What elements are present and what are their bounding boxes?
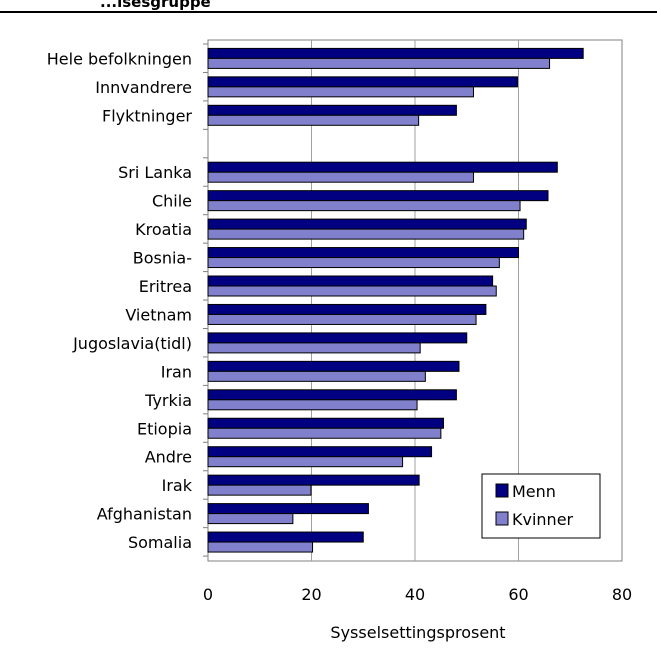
category-label: Chile [152,192,192,211]
category-label: Eritrea [139,277,192,296]
category-label: Etiopia [137,419,192,438]
bar-afghanistan-kvinner [207,513,294,525]
bar-kroatia-menn [207,218,527,230]
bars [207,47,584,553]
bar-iran-kvinner [207,370,426,382]
chart-title: ...lsesgruppe [100,0,211,11]
x-axis-ticks: 0 20 40 60 80 [203,585,632,604]
bar-flyktninger-kvinner [207,114,420,126]
legend-label-menn: Menn [512,482,556,501]
category-labels: Hele befolkningen Innvandrere Flyktninger S… [47,49,193,552]
bar-somalia-menn [207,531,364,543]
bar-iran-menn [207,360,460,372]
x-tick-label-0: 0 [203,585,213,604]
bar-andre-menn [207,446,433,458]
x-axis-label: Sysselsettingsprosent [330,623,505,642]
category-label: Jugoslavia(tidl) [72,334,192,353]
bar-tyrkia-kvinner [207,399,418,411]
bar-vietnam-menn [207,303,487,315]
category-label: Irak [162,476,193,495]
category-label: Tyrkia [144,391,192,410]
bar-sri-lanka-kvinner [207,171,474,183]
legend-swatch-kvinner [495,511,509,526]
bar-jugoslavia-tidl--menn [207,332,468,344]
bar-afghanistan-menn [207,503,369,515]
bar-vietnam-kvinner [207,313,477,325]
category-label: Flyktninger [102,106,192,125]
bar-innvandrere-menn [207,76,518,88]
legend-swatch-menn [495,483,509,498]
bar-etiopia-kvinner [207,427,442,439]
bar-chile-kvinner [207,200,521,212]
legend-label-kvinner: Kvinner [512,510,574,529]
legend: Menn Kvinner [481,473,601,539]
category-label: Afghanistan [97,505,192,524]
bar-jugoslavia-tidl--kvinner [207,342,421,354]
category-label: Bosnia- [133,249,192,268]
x-tick-label-80: 80 [612,585,632,604]
category-label: Iran [161,362,192,381]
bar-irak-menn [207,474,420,486]
x-tick-label-60: 60 [508,585,528,604]
bar-hele-befolkningen-kvinner [207,57,551,69]
bar-chile-menn [207,190,549,202]
category-label: Kroatia [135,220,192,239]
bar-innvandrere-kvinner [207,86,474,98]
bar-somalia-kvinner [207,541,314,553]
bar-andre-kvinner [207,456,404,468]
category-label: Vietnam [125,305,192,324]
bar-bosnia--kvinner [207,257,500,269]
gridlines [203,40,519,561]
category-label: Hele befolkningen [47,49,192,68]
category-label: Andre [145,448,192,467]
bar-irak-kvinner [207,484,312,496]
bar-bosnia--menn [207,247,519,259]
x-tick-label-40: 40 [405,585,425,604]
bar-tyrkia-menn [207,389,457,401]
bar-eritrea-menn [207,275,494,287]
category-label: Somalia [128,533,192,552]
bar-kroatia-kvinner [207,228,525,240]
category-label: Sri Lanka [118,163,192,182]
category-label: Innvandrere [95,78,192,97]
bar-sri-lanka-menn [207,161,558,173]
bar-eritrea-kvinner [207,285,497,297]
bar-flyktninger-menn [207,104,457,116]
x-tick-label-20: 20 [301,585,321,604]
bar-hele-befolkningen-menn [207,47,584,59]
bar-etiopia-menn [207,417,444,429]
